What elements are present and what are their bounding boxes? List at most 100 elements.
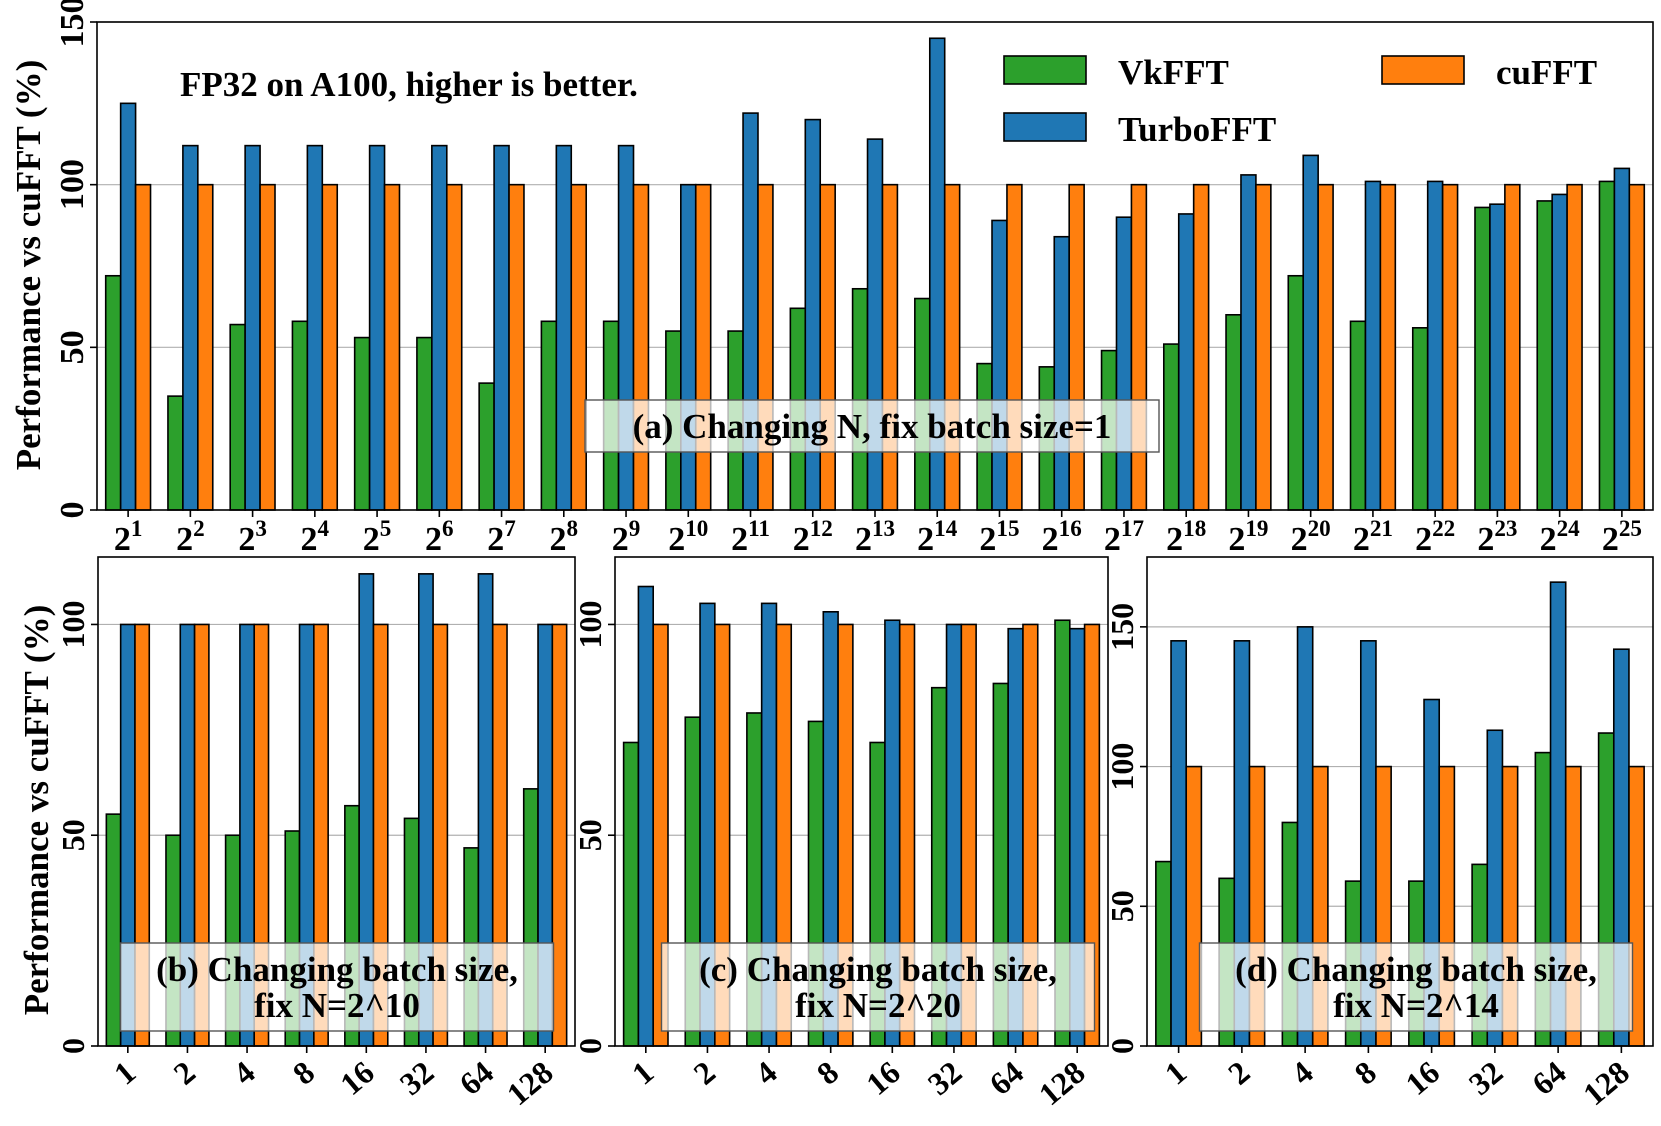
y-tick-label: 100 (1104, 743, 1140, 791)
bar-turbofft-18 (1177, 213, 1195, 511)
bar-turbofft-4 (306, 144, 324, 511)
panel-d-title-text: (d) Changing batch size, fix N=2^14 (1235, 950, 1597, 1025)
panel-c-title: (c) Changing batch size, fix N=2^20 (660, 942, 1096, 1032)
bar-cufft-128 (551, 623, 568, 1047)
bar-cufft-9 (632, 183, 650, 511)
panel-b-title: (b) Changing batch size, fix N=2^10 (119, 942, 555, 1032)
x-tick-label: 210 (668, 516, 708, 558)
bar-cufft-15 (1006, 183, 1023, 511)
title-box-frame (660, 942, 1096, 1032)
x-tick-label: 26 (425, 516, 454, 558)
panel-d-axes (1146, 556, 1654, 1047)
y-tick-label: 150 (1104, 603, 1140, 651)
x-tick-label: 224 (1540, 516, 1581, 558)
panel-d: 0 50 100 150 1 2 4 8 16 32 64 128 (d) Changing batc… (1104, 556, 1654, 1112)
bar-cufft-25 (1628, 183, 1646, 511)
bar-cufft-10 (694, 183, 712, 511)
x-tick-label: 218 (1166, 516, 1206, 558)
bar-vkfft-1 (1155, 860, 1172, 1047)
panel-c-title-text: (c) Changing batch size, fix N=2^20 (699, 950, 1057, 1025)
bar-turbofft-24 (1551, 193, 1568, 511)
bar-vkfft-8 (540, 320, 558, 511)
bar-cufft-4 (321, 183, 339, 511)
bar-cufft-22 (1441, 183, 1459, 511)
y-tick-label: 0 (1104, 1038, 1140, 1054)
x-tick-label: 128 (1576, 1054, 1636, 1112)
legend-swatch-cufft (1381, 55, 1465, 85)
x-tick-label: 8 (810, 1054, 845, 1092)
x-tick-label: 215 (979, 516, 1019, 558)
x-tick-label: 4 (1284, 1054, 1319, 1092)
bar-vkfft-2 (167, 395, 184, 511)
bar-cufft-17 (1130, 183, 1148, 511)
x-tick-label: 22 (176, 516, 205, 558)
bar-vkfft-1 (622, 741, 640, 1047)
x-tick-label: 214 (917, 516, 958, 558)
x-tick-label: 223 (1477, 516, 1517, 558)
bar-turbofft-6 (431, 144, 448, 511)
x-tick-label: 21 (114, 516, 143, 558)
x-tick-label: 221 (1353, 516, 1393, 558)
panel-d-title: (d) Changing batch size, fix N=2^14 (1198, 942, 1634, 1032)
bar-cufft-1 (134, 183, 152, 511)
legend-label-turbofft: TurboFFT (1118, 110, 1276, 149)
bar-cufft-2 (197, 183, 214, 511)
bar-vkfft-5 (353, 336, 371, 511)
panel-b-title-text: (b) Changing batch size, fix N=2^10 (156, 950, 518, 1025)
bar-turbofft-3 (244, 144, 261, 511)
panel-b-axes (97, 556, 576, 1047)
bar-turbofft-22 (1426, 180, 1444, 511)
bar-vkfft-24 (1536, 200, 1553, 511)
x-tick-label: 24 (301, 516, 330, 558)
bar-vkfft-20 (1287, 274, 1305, 511)
bar-turbofft-17 (1115, 216, 1133, 511)
bar-vkfft-6 (416, 336, 433, 511)
panel-b-ylabel: Performance vs cuFFT (%) (17, 605, 56, 1015)
bar-cufft-14 (943, 183, 961, 511)
x-tick-label: 220 (1291, 516, 1331, 558)
bar-cufft-11 (757, 183, 774, 511)
annotation-text: FP32 on A100, higher is better. (180, 65, 638, 104)
panel-a: 0 50 100 150 21 22 23 24 25 26 27 28 29 210 211 212 213 2… (9, 0, 1654, 558)
x-tick-label: 4 (748, 1054, 783, 1092)
bar-turbofft-20 (1302, 154, 1319, 511)
x-tick-label: 8 (286, 1054, 321, 1092)
panel-b: 0 50 100 1 2 4 8 16 32 64 128 (b) Changing batch s… (17, 556, 576, 1112)
x-tick-label: 2 (167, 1054, 202, 1092)
bar-vkfft-7 (478, 382, 495, 511)
x-tick-label: 8 (1347, 1054, 1382, 1092)
x-tick-label: 27 (487, 516, 516, 558)
bar-cufft-16 (1068, 183, 1085, 511)
bar-turbofft-23 (1489, 203, 1506, 511)
x-tick-label: 16 (1398, 1054, 1446, 1102)
bar-vkfft-4 (291, 320, 309, 511)
title-box-frame (584, 399, 1160, 453)
y-tick-label: 0 (55, 1038, 91, 1054)
y-tick-label: 50 (1104, 890, 1140, 922)
bar-vkfft-1 (104, 274, 122, 511)
bar-turbofft-10 (680, 183, 697, 511)
x-tick-label: 23 (238, 516, 267, 558)
x-tick-label: 32 (393, 1054, 441, 1102)
y-tick-label: 50 (54, 330, 91, 364)
x-tick-label: 32 (1462, 1054, 1510, 1102)
title-box-frame (1198, 942, 1634, 1032)
bar-cufft-7 (508, 183, 525, 511)
bar-cufft-18 (1192, 183, 1210, 511)
bar-cufft-5 (383, 183, 401, 511)
bar-turbofft-9 (617, 144, 635, 511)
x-tick-label: 216 (1042, 516, 1082, 558)
x-tick-label: 128 (500, 1054, 560, 1112)
legend-swatch-vkfft (1003, 55, 1087, 85)
x-tick-label: 29 (612, 516, 641, 558)
title-box-frame (119, 942, 555, 1032)
legend-label-vkfft: VkFFT (1118, 53, 1229, 92)
bar-cufft-24 (1566, 183, 1583, 511)
panel-c-axes (614, 556, 1109, 1047)
bar-turbofft-16 (1053, 235, 1070, 511)
panel-a-ticks: 0 50 100 150 21 22 23 24 25 26 27 28 29 210 211 212 213 2… (54, 0, 1642, 558)
x-tick-label: 1 (625, 1054, 660, 1092)
bar-cufft-19 (1255, 183, 1272, 511)
bar-turbofft-15 (991, 219, 1008, 511)
bar-cufft-3 (259, 183, 276, 511)
